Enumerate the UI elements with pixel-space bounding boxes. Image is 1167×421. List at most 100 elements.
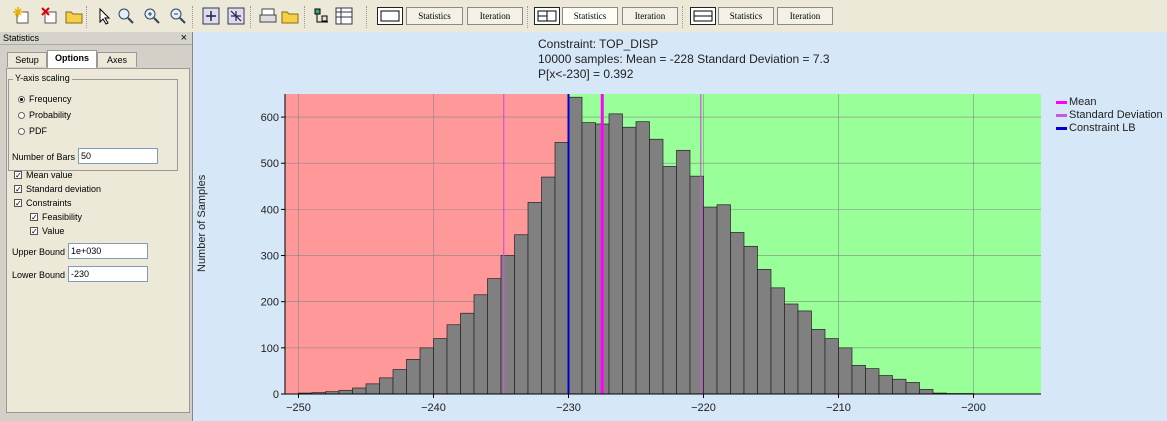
check-standard-deviation[interactable]: ✓ Standard deviation [14, 184, 101, 194]
single-pane-icon[interactable] [377, 7, 403, 25]
statistics-panel: Statistics × Setup Options Axes Y-axis s… [0, 32, 193, 421]
histogram-bar [811, 329, 826, 395]
histogram-bar [352, 387, 367, 395]
x-tick-label: −220 [691, 402, 716, 414]
checkmark-icon: ✓ [14, 185, 22, 194]
horizontal-split-icon[interactable] [690, 7, 716, 25]
check-standard-deviation-label: Standard deviation [26, 184, 102, 194]
y-tick-label: 600 [261, 112, 279, 124]
iteration-button-1[interactable]: Iteration [467, 7, 523, 25]
statistics-button-2[interactable]: Statistics [562, 7, 618, 25]
iteration-button-3[interactable]: Iteration [777, 7, 833, 25]
radio-frequency[interactable]: Frequency [18, 94, 72, 104]
lower-bound-label: Lower Bound [12, 270, 66, 280]
yaxis-scaling-group [8, 79, 178, 171]
histogram-bar [838, 347, 853, 395]
chart-caption-line3: P[x<-230] = 0.392 [538, 67, 634, 81]
histogram-bar [527, 202, 542, 395]
zoom-icon[interactable] [116, 6, 136, 26]
histogram-bar [824, 338, 839, 395]
histogram-bar [797, 310, 812, 395]
legend-std-label: Standard Deviation [1069, 109, 1163, 121]
check-value[interactable]: ✓ Value [30, 226, 64, 236]
export-icon[interactable] [280, 6, 300, 26]
checkmark-icon: ✓ [14, 171, 22, 180]
tab-options[interactable]: Options [47, 50, 97, 68]
histogram-bar [446, 324, 461, 395]
radio-dot-icon [18, 127, 25, 135]
y-tick-label: 400 [261, 204, 279, 216]
check-mean-value-label: Mean value [26, 170, 73, 180]
histogram-bar [703, 206, 718, 395]
split-pane-icon[interactable] [534, 7, 560, 25]
chart-caption-line1: Constraint: TOP_DISP [538, 37, 659, 51]
histogram-bar [554, 142, 569, 395]
iteration-button-2[interactable]: Iteration [622, 7, 678, 25]
legend-constraint-label: Constraint LB [1069, 122, 1136, 134]
y-tick-label: 200 [261, 297, 279, 309]
histogram-bar [743, 245, 758, 395]
radio-dot-icon [18, 95, 25, 103]
close-icon[interactable]: × [180, 32, 187, 44]
pointer-icon[interactable] [94, 6, 114, 26]
upper-bound-input[interactable]: 1e+030 [68, 243, 148, 259]
legend-mean-label: Mean [1069, 96, 1097, 108]
histogram-bar [622, 126, 637, 395]
tab-setup[interactable]: Setup [7, 52, 47, 67]
legend-swatch-constraint [1056, 126, 1067, 130]
legend-swatch-mean [1056, 100, 1067, 104]
checkmark-icon: ✓ [30, 227, 38, 236]
check-feasibility-label: Feasibility [42, 212, 83, 222]
check-constraints[interactable]: ✓ Constraints [14, 198, 72, 208]
radio-probability-label: Probability [29, 110, 72, 120]
histogram-chart: 0 100 200 300 400 500 600 −250 −240 −230 −220 −210 −… [261, 94, 1041, 414]
histogram-bar [892, 378, 907, 395]
x-tick-label: −250 [286, 402, 311, 414]
zoom-in-icon[interactable] [142, 6, 162, 26]
histogram-bar [730, 232, 745, 395]
tab-content [6, 68, 190, 413]
check-mean-value[interactable]: ✓ Mean value [14, 170, 73, 180]
print-icon[interactable] [258, 6, 278, 26]
histogram-bar [338, 389, 353, 395]
chart-area: 0 100 200 300 400 500 600 −250 −240 −230 −220 −210 −… [193, 32, 1167, 421]
radio-dot-icon [18, 111, 25, 119]
open-folder-icon[interactable] [64, 6, 84, 26]
lower-bound-input[interactable]: -230 [68, 266, 148, 282]
check-feasibility[interactable]: ✓ Feasibility [30, 212, 82, 222]
histogram-bar [419, 347, 434, 395]
radio-pdf-label: PDF [29, 126, 47, 136]
histogram-bar [392, 369, 407, 395]
y-tick-label: 0 [273, 389, 279, 401]
statistics-button-3[interactable]: Statistics [718, 7, 774, 25]
histogram-bar [406, 359, 421, 395]
histogram-bar [770, 287, 785, 395]
new-icon[interactable] [12, 6, 32, 26]
histogram-bar [541, 176, 556, 395]
histogram-bar [514, 234, 529, 395]
statistics-button-1[interactable]: Statistics [406, 7, 463, 25]
histogram-bar [608, 113, 623, 395]
histogram-bar [716, 204, 731, 395]
delete-icon[interactable] [40, 6, 60, 26]
chart-caption-line2: 10000 samples: Mean = -228 Standard Devi… [538, 52, 830, 66]
histogram-bar [689, 175, 704, 395]
tab-axes[interactable]: Axes [97, 52, 137, 67]
number-of-bars-input[interactable]: 50 [78, 148, 158, 164]
fit-icon[interactable] [201, 6, 221, 26]
y-tick-label: 100 [261, 343, 279, 355]
histogram-bar [568, 96, 583, 395]
radio-pdf[interactable]: PDF [18, 126, 47, 136]
chart-type-icon[interactable] [312, 6, 332, 26]
zoom-out-icon[interactable] [168, 6, 188, 26]
histogram-bar [878, 375, 893, 395]
histogram-bar [500, 255, 515, 395]
check-constraints-label: Constraints [26, 198, 72, 208]
toolbar: Statistics Iteration Statistics Iteratio… [0, 0, 1167, 33]
radio-probability[interactable]: Probability [18, 110, 71, 120]
histogram-bar [919, 389, 934, 395]
table-icon[interactable] [334, 6, 354, 26]
fit-all-icon[interactable] [226, 6, 246, 26]
panel-title-text: Statistics [3, 33, 40, 43]
histogram-bar [460, 312, 475, 395]
